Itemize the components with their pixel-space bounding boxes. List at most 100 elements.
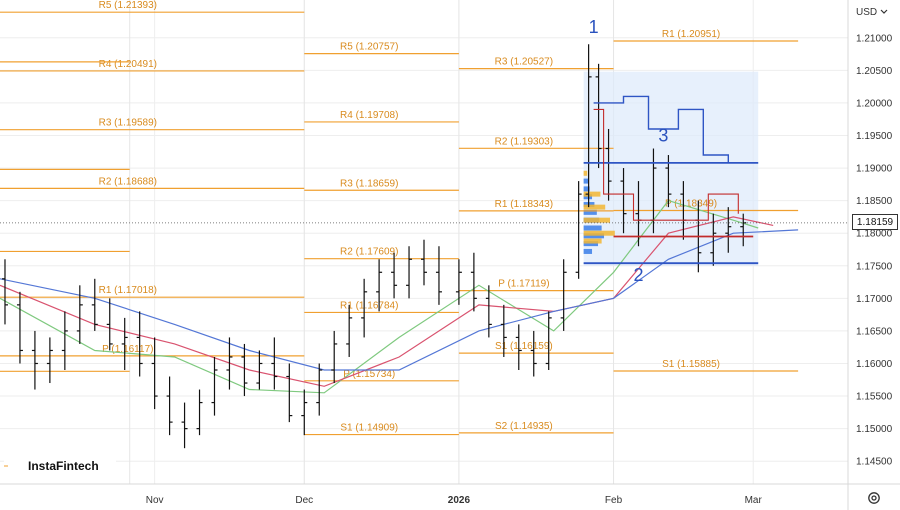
horizontal-levels (583, 95, 759, 265)
projection-steps (593, 95, 729, 163)
ohlc-bar (121, 317, 128, 371)
y-tick-label: 1.15000 (856, 424, 893, 435)
pivot-label-1: R4 (1.20491) (99, 59, 157, 70)
ohlc-bar (406, 246, 413, 299)
wave-analysis-box (583, 71, 759, 266)
pivot-label-14: R1 (1.16784) (340, 300, 398, 311)
pivot-label-12: R3 (1.18659) (340, 178, 398, 189)
ohlc-bar (166, 376, 173, 436)
ohlc-bar (575, 181, 582, 279)
currency-selector[interactable]: USD (852, 4, 892, 20)
pivot-label-0: R5 (1.21393) (99, 0, 157, 11)
watermark-text: InstaFintech (28, 459, 99, 473)
ohlc-bar (435, 246, 442, 305)
ohlc-bar (620, 168, 627, 234)
ohlc-bar (455, 259, 462, 305)
pivot-label-10: R5 (1.20757) (340, 42, 398, 53)
pivot-label-21: S1 (1.16159) (495, 341, 553, 352)
settings-button[interactable] (866, 490, 882, 506)
ohlc-bar (485, 285, 492, 338)
volume-profile-bar-1 (583, 186, 590, 192)
moving-average-0 (0, 199, 759, 394)
ohlc-bar (470, 252, 477, 312)
pivot-label-11: R4 (1.19708) (340, 110, 398, 121)
ohlc-bar (136, 311, 143, 377)
last-price-tag: 1.18159 (852, 214, 898, 230)
ohlc-bar (605, 128, 612, 201)
wave-annotations: 1 2 3 (589, 17, 669, 285)
ohlc-bar (725, 207, 732, 253)
projection-steps-red (593, 108, 739, 221)
pivot-label-23: R1 (1.20951) (662, 29, 720, 40)
ohlc-bar (595, 63, 602, 169)
pivot-label-15: P (1.15734) (343, 369, 395, 380)
pivot-label-17: R3 (1.20527) (495, 57, 553, 68)
moving-average-2 (0, 229, 799, 371)
y-tick-label: 1.19500 (856, 131, 893, 142)
x-tick-label: 2026 (448, 495, 471, 506)
ohlc-bar (710, 213, 717, 266)
y-tick-label: 1.19000 (856, 164, 893, 175)
y-tick-label: 1.16000 (856, 359, 893, 370)
pivot-label-3: R2 (1.18688) (99, 176, 157, 187)
volume-profile-bar-8 (583, 241, 599, 247)
wave-label-1: 1 (589, 17, 599, 37)
ohlc-bar (515, 324, 522, 371)
pivot-label-4: R1 (1.17018) (99, 285, 157, 296)
volume-profile-bar-9 (583, 248, 593, 254)
ohlc-bar (545, 311, 552, 371)
ohlc-bar (151, 337, 158, 410)
ohlc-bar (421, 239, 427, 286)
x-tick-label: Mar (745, 495, 763, 506)
volume-profile-bar-0 (583, 178, 589, 184)
volume-profile-bar-13 (583, 217, 611, 223)
y-tick-label: 1.14500 (856, 457, 893, 468)
ohlc-bar (346, 304, 353, 357)
y-tick-label: 1.20500 (856, 66, 893, 77)
pivot-label-24: P (1.18349) (665, 198, 717, 209)
ohlc-bar (76, 285, 83, 344)
pivot-label-2: R3 (1.19589) (99, 118, 157, 129)
wave-label-2: 2 (633, 265, 643, 285)
ohlc-bar (181, 402, 188, 449)
currency-label: USD (856, 6, 878, 18)
x-tick-label: Feb (605, 495, 623, 506)
y-tick-label: 1.15500 (856, 392, 893, 403)
ohlc-bar (500, 304, 507, 357)
chevron-down-icon (880, 9, 888, 15)
ohlc-bar (560, 259, 567, 331)
ohlc-bar (376, 259, 383, 312)
volume-profile-bar-14 (583, 230, 615, 236)
ohlc-bar (61, 311, 68, 371)
pivot-label-5: P (1.16117) (102, 344, 153, 355)
y-tick-label: 1.16500 (856, 326, 893, 337)
ohlc-bar (331, 330, 338, 384)
last-price-value: 1.18159 (856, 216, 894, 228)
pivot-label-20: P (1.17119) (498, 279, 549, 290)
ohlc-bar (226, 337, 233, 390)
price-bars (1, 44, 747, 449)
x-tick-label: Nov (146, 495, 164, 506)
ohlc-bar (316, 363, 323, 416)
pivot-label-13: R2 (1.17609) (340, 247, 398, 258)
wave-label-3: 3 (658, 125, 668, 145)
ohlc-bar (391, 252, 398, 299)
ohlc-bar (271, 337, 278, 390)
pivot-label-25: S1 (1.15885) (662, 359, 720, 370)
volume-profile-bar-12 (583, 204, 606, 210)
pivot-label-16: S1 (1.14909) (340, 423, 398, 434)
volume-profile-bar-7 (583, 233, 605, 239)
x-tick-label: Dec (295, 495, 313, 506)
ohlc-bar (361, 278, 368, 338)
gear-icon (868, 492, 880, 504)
ohlc-bar (1, 259, 8, 325)
pivot-label-22: S2 (1.14935) (495, 421, 553, 432)
volume-profile-bar-15 (583, 238, 602, 244)
ohlc-bar (16, 291, 23, 364)
y-tick-label: 1.17000 (856, 294, 893, 305)
ohlc-bar (256, 350, 263, 390)
pivot-label-19: R1 (1.18343) (495, 199, 553, 210)
